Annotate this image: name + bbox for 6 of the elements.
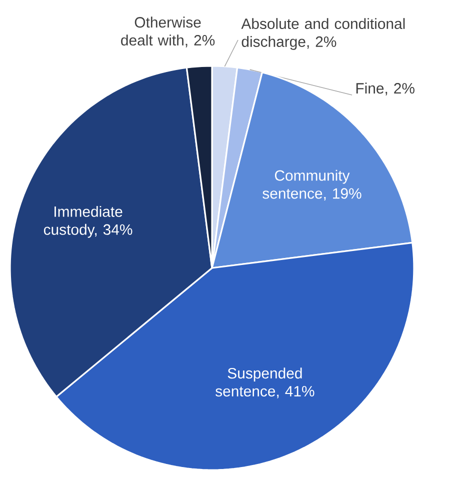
slice-label: Fine, 2% xyxy=(356,82,414,96)
slice-label: Absolute and conditional discharge, 2% xyxy=(241,18,405,50)
slice-label: Suspended sentence, 41% xyxy=(216,368,314,398)
slice-label: Otherwise dealt with, 2% xyxy=(121,16,215,48)
slice-label: Immediate custody, 34% xyxy=(44,206,132,238)
slice-label: Community sentence, 19% xyxy=(262,170,362,201)
